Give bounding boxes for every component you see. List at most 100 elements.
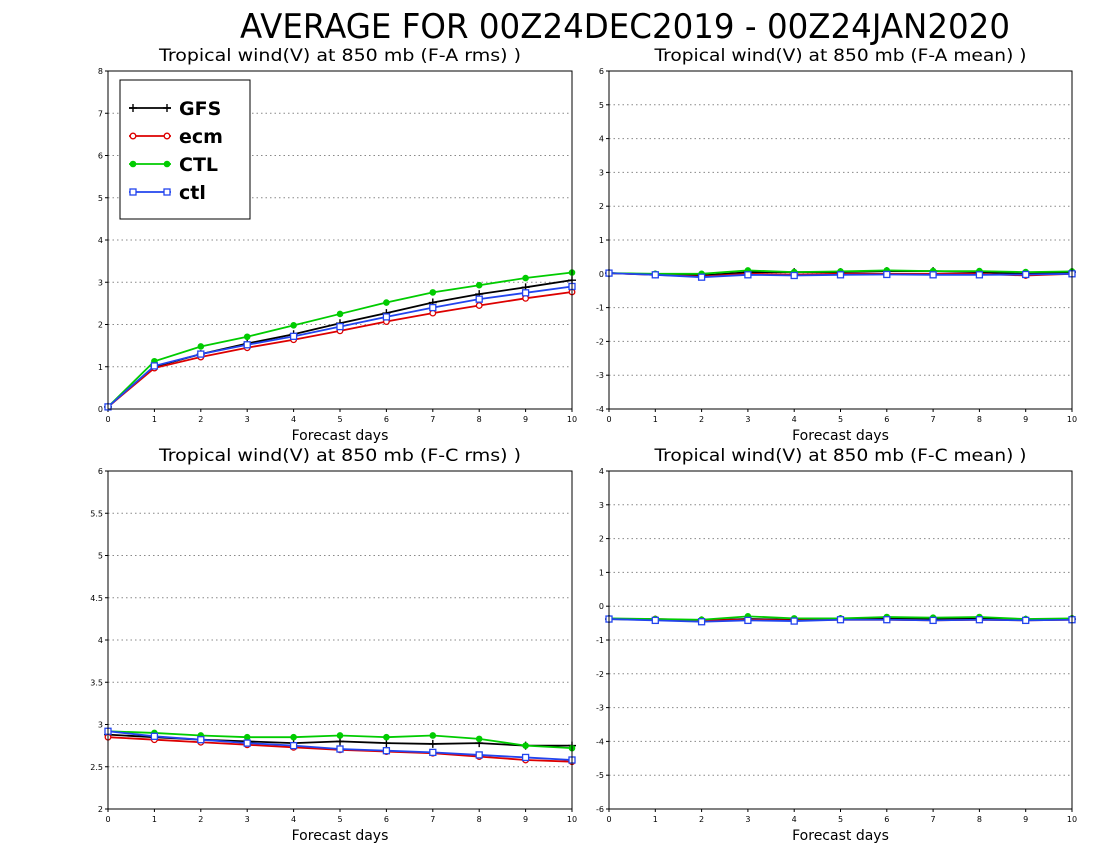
y-tick-label: 3 [98, 721, 103, 730]
data-point [129, 160, 137, 168]
data-point [521, 753, 530, 762]
data-point [336, 322, 344, 331]
x-tick-label: 2 [198, 415, 203, 424]
data-point [129, 132, 137, 140]
y-tick-label: 1 [98, 363, 103, 372]
data-point [163, 104, 171, 112]
x-tick-label: 10 [567, 815, 577, 824]
y-tick-label: -1 [596, 636, 604, 645]
y-tick-label: 5 [98, 194, 103, 203]
data-point [522, 742, 529, 749]
y-tick-label: 4 [98, 636, 103, 645]
x-tick-label: 2 [198, 815, 203, 824]
y-tick-label: 6 [98, 467, 103, 476]
data-point [744, 616, 752, 625]
x-tick-label: 4 [792, 415, 797, 424]
y-tick-label: 2 [599, 535, 604, 544]
x-tick-label: 6 [384, 815, 389, 824]
y-tick-label: 4 [599, 467, 604, 476]
y-tick-label: 6 [599, 67, 604, 76]
y-tick-label: 2 [98, 321, 103, 330]
x-tick-label: 3 [245, 815, 250, 824]
data-point [1022, 616, 1030, 625]
y-tick-label: 6 [98, 152, 103, 161]
data-point [383, 733, 390, 741]
x-tick-label: 4 [291, 415, 296, 424]
data-point [651, 616, 659, 625]
x-tick-label: 0 [105, 415, 110, 424]
data-point [836, 616, 845, 624]
data-point [790, 271, 798, 280]
x-tick-label: 6 [384, 415, 389, 424]
x-tick-label: 9 [1023, 415, 1028, 424]
legend-label: ecm [179, 126, 223, 148]
x-tick-label: 9 [523, 415, 528, 424]
data-point [883, 616, 891, 624]
data-point [1022, 270, 1030, 279]
data-point [651, 271, 659, 279]
y-tick-label: -2 [596, 337, 604, 346]
x-tick-label: 3 [745, 415, 750, 424]
x-tick-label: 0 [606, 415, 611, 424]
data-point [290, 322, 297, 329]
data-point [929, 271, 937, 279]
data-point [521, 289, 530, 297]
data-point [163, 132, 171, 140]
data-point [336, 310, 344, 318]
data-point [243, 739, 251, 747]
data-point [697, 273, 706, 281]
x-tick-label: 7 [430, 815, 435, 824]
x-tick-label: 7 [931, 815, 936, 824]
chart-panel: Tropical wind(V) at 850 mb (F-C mean) ) -… [596, 446, 1077, 844]
x-tick-label: 3 [745, 815, 750, 824]
plot-frame [107, 70, 573, 410]
y-tick-label: -3 [596, 704, 604, 713]
y-tick-label: 2 [599, 202, 604, 211]
x-tick-label: 8 [477, 415, 482, 424]
series-line-GFS [107, 279, 573, 408]
y-tick-label: 0 [599, 602, 604, 611]
data-point [475, 302, 483, 309]
x-tick-label: 10 [567, 415, 577, 424]
data-point [163, 188, 171, 196]
series-line-ctl [107, 285, 573, 408]
data-point [429, 303, 437, 312]
data-point [522, 274, 529, 282]
y-tick-label: 4.5 [90, 594, 103, 603]
x-axis-label: Forecast days [292, 428, 389, 444]
x-tick-label: 4 [291, 815, 296, 824]
series-line-ecm [107, 291, 573, 408]
x-tick-label: 5 [337, 815, 342, 824]
y-tick-label: -5 [596, 771, 604, 780]
y-tick-label: -6 [596, 805, 604, 814]
chart-title: Tropical wind(V) at 850 mb (F-C mean) ) [653, 446, 1026, 466]
data-point [744, 271, 752, 279]
chart-title: Tropical wind(V) at 850 mb (F-A mean) ) [653, 46, 1026, 66]
y-tick-label: 3.5 [90, 678, 103, 687]
x-tick-label: 8 [977, 415, 982, 424]
y-tick-label: 5.5 [90, 509, 103, 518]
page-title: AVERAGE FOR 00Z24DEC2019 - 00Z24JAN2020 [240, 7, 1010, 47]
plot-frame [608, 470, 1073, 810]
y-tick-label: 0 [599, 270, 604, 279]
data-point [197, 350, 205, 358]
chart-panel: Tropical wind(V) at 850 mb (F-C rms) ) 2 2… [90, 446, 577, 844]
y-tick-label: 4 [98, 236, 103, 245]
plot-frame [107, 470, 573, 810]
x-tick-label: 10 [1067, 815, 1077, 824]
y-tick-label: 4 [599, 135, 604, 144]
x-tick-label: 1 [653, 815, 658, 824]
y-tick-label: 5 [599, 101, 604, 110]
data-point [289, 332, 298, 340]
y-tick-label: 2 [98, 805, 103, 814]
x-tick-label: 9 [1023, 815, 1028, 824]
y-tick-label: 8 [98, 67, 103, 76]
data-point [429, 732, 437, 739]
y-tick-label: 1 [599, 568, 604, 577]
data-point [243, 333, 251, 341]
data-point [697, 618, 706, 626]
data-point [382, 313, 391, 321]
data-point [150, 362, 159, 370]
data-point [428, 739, 437, 748]
